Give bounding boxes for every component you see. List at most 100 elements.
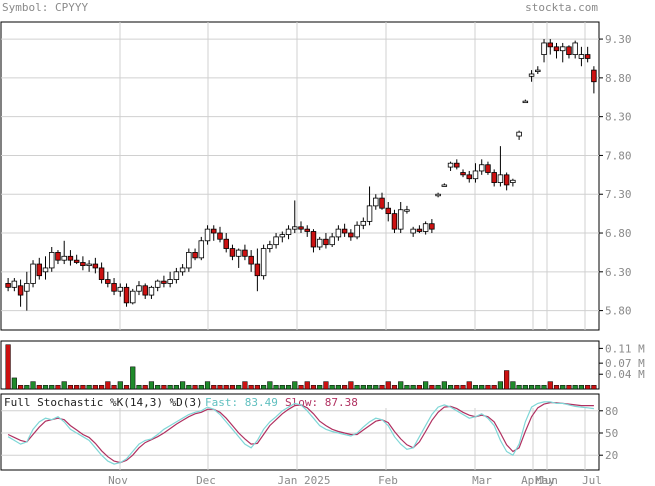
candle-body <box>148 286 155 296</box>
candle-body <box>429 223 435 230</box>
candle-body <box>435 193 441 197</box>
volume-bar <box>117 381 123 390</box>
x-tick-label: Dec <box>196 474 216 486</box>
volume-bar <box>92 385 98 390</box>
volume-bar <box>441 381 447 390</box>
x-tick-label: Apr <box>521 474 541 486</box>
candle-body <box>55 252 61 261</box>
volume-bar <box>566 385 572 390</box>
stochastic-fast-label: Fast: 83.49 <box>205 396 278 409</box>
candle-body <box>441 184 448 187</box>
candle-body <box>360 220 367 226</box>
candle-body <box>316 238 323 248</box>
volume-bar <box>472 385 479 390</box>
volume-bar <box>61 381 67 390</box>
volume-bar <box>335 385 341 390</box>
price-tick-label: 8.30 <box>605 111 632 124</box>
volume-bar <box>42 385 49 390</box>
candle-body <box>192 252 198 259</box>
candle-body <box>86 263 92 267</box>
volume-bar <box>198 385 204 390</box>
x-tick-label: Feb <box>378 474 398 486</box>
price-panel: 9.30 8.80 8.30 7.80 7.30 6.80 6.30 5.80 <box>0 21 632 331</box>
volume-bar <box>204 381 211 390</box>
volume-bar <box>404 385 410 390</box>
volume-tick-label: 0.11 M <box>605 342 645 355</box>
candle-body <box>5 283 11 288</box>
volume-bar <box>173 385 179 390</box>
x-tick-label: Jan 2025 <box>278 474 331 486</box>
volume-bar <box>560 385 566 390</box>
volume-bar <box>111 385 117 390</box>
volume-bar <box>429 385 435 390</box>
volume-bar <box>229 385 236 390</box>
stochastic-plot-frame <box>0 393 600 471</box>
volume-bar <box>267 381 273 390</box>
candle-body <box>142 285 148 296</box>
volume-bar <box>211 385 217 390</box>
candle-body <box>211 228 217 234</box>
volume-bar <box>454 385 460 390</box>
volume-bar <box>547 381 553 390</box>
candle-body <box>422 223 429 232</box>
candle-body <box>329 236 335 246</box>
candle-body <box>254 263 261 277</box>
volume-bar <box>105 381 111 390</box>
candle-body <box>348 232 354 238</box>
candle-body <box>416 228 423 232</box>
candle-body <box>535 69 541 73</box>
candle-body <box>503 174 510 186</box>
volume-bar <box>466 381 472 390</box>
volume-bar <box>572 385 578 390</box>
price-tick-label: 9.30 <box>605 33 632 46</box>
stochastic-fast-line <box>7 401 594 465</box>
candle-body <box>572 42 578 55</box>
candle-body <box>366 205 373 222</box>
candle-body <box>410 228 416 234</box>
candle-body <box>341 228 348 234</box>
volume-bar <box>304 381 310 390</box>
candle-body <box>273 236 279 246</box>
price-tick-label: 5.80 <box>605 305 632 318</box>
stochastic-tick-label: 80 <box>605 405 618 418</box>
volume-bar <box>80 385 86 390</box>
price-tick-label: 6.30 <box>605 266 632 279</box>
volume-bar <box>248 385 254 390</box>
volume-bar <box>285 385 292 390</box>
volume-bar <box>236 385 242 390</box>
candle-body <box>161 280 167 284</box>
candle-body <box>136 285 142 292</box>
volume-bar <box>49 385 55 390</box>
candle-body <box>130 290 136 304</box>
volume-bar <box>516 385 522 390</box>
candle-body <box>179 267 186 273</box>
volume-bar <box>541 385 547 390</box>
candle-body <box>373 197 379 207</box>
volume-bar <box>186 385 192 390</box>
candle-body <box>67 255 74 261</box>
candle-body <box>310 231 317 248</box>
volume-bar <box>435 385 441 390</box>
candle-body <box>510 179 516 183</box>
volume-bar <box>447 385 454 390</box>
candle-body <box>36 263 43 277</box>
volume-bar <box>342 385 348 390</box>
candle-body <box>385 207 391 215</box>
volume-bar <box>273 385 279 390</box>
brand-label: stockta.com <box>525 1 598 14</box>
candle-body <box>267 244 273 249</box>
candle-body <box>584 54 591 59</box>
candle-body <box>98 267 105 280</box>
volume-bar <box>479 385 485 390</box>
volume-bar <box>323 381 329 390</box>
candle-body <box>229 248 236 257</box>
volume-plot-frame <box>0 340 600 390</box>
x-tick-label: May <box>535 474 555 486</box>
volume-bar <box>86 385 92 390</box>
volume-bar <box>366 385 373 390</box>
candle-body <box>198 240 205 259</box>
candle-body <box>404 209 410 212</box>
volume-bar <box>360 385 366 390</box>
volume-bar <box>67 385 74 390</box>
